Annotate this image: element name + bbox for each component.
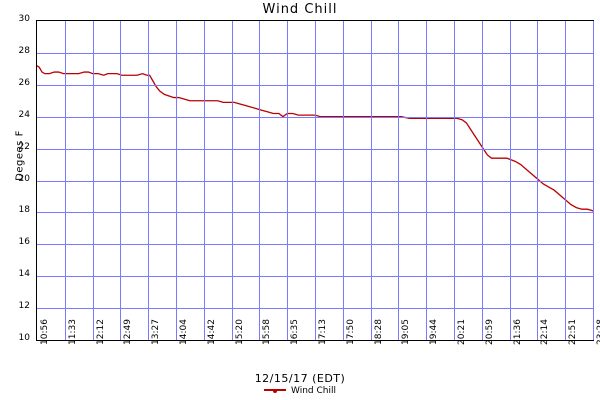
x-tick-label: 18:28: [373, 319, 384, 345]
gridline-v: [92, 21, 94, 340]
x-tick-label: 17:50: [345, 319, 356, 345]
x-tick-label: 10:56: [40, 319, 50, 345]
gridline-v: [287, 21, 289, 340]
gridline-v: [64, 21, 66, 340]
y-axis-label: Degees F: [14, 130, 26, 181]
x-tick-label: 12:12: [95, 319, 106, 345]
plot-area: [36, 20, 594, 341]
gridline-v: [426, 21, 428, 340]
y-tick-label: 28: [18, 45, 30, 56]
x-tick-label: 11:33: [67, 319, 78, 345]
gridline-v: [203, 21, 205, 340]
gridline-v: [231, 21, 233, 340]
x-tick-label: 12:49: [123, 319, 134, 345]
x-tick-label: 23:28: [596, 319, 600, 345]
gridline-v: [148, 21, 150, 340]
x-tick-label: 21:36: [512, 319, 523, 345]
y-tick-label: 30: [18, 14, 30, 24]
x-tick-label: 20:59: [484, 319, 495, 345]
x-tick-label: 15:58: [262, 319, 273, 345]
gridline-v: [593, 21, 594, 340]
gridline-v: [398, 21, 400, 340]
x-tick-label: 20:21: [457, 319, 467, 345]
chart-title: Wind Chill: [262, 2, 338, 17]
y-tick-label: 24: [18, 109, 30, 120]
x-tick-label: 15:20: [234, 319, 245, 345]
y-tick-label: 10: [18, 333, 30, 343]
gridline-v: [537, 21, 539, 340]
y-tick-label: 20: [18, 173, 30, 184]
gridline-v: [176, 21, 177, 340]
x-tick-label: 22:51: [568, 319, 579, 345]
gridline-v: [565, 21, 567, 340]
y-tick-label: 12: [18, 301, 30, 312]
gridline-v: [120, 21, 122, 340]
y-tick-label: 16: [18, 237, 30, 248]
gridline-v: [315, 21, 316, 340]
x-tick-label: 17:13: [318, 319, 328, 345]
x-tick-label: 19:44: [429, 319, 440, 345]
gridline-v: [259, 21, 261, 340]
x-axis-label: 12/15/17 (EDT): [254, 372, 346, 385]
y-tick-label: 22: [18, 141, 30, 152]
x-tick-label: 16:35: [290, 319, 301, 345]
x-tick-label: 22:14: [540, 319, 551, 345]
y-tick-label: 26: [18, 77, 30, 88]
x-axis-ticks: 10:56 11:33 12:12 12:49 13:27 14:04 14:42 15:20…: [36, 319, 600, 375]
legend-label-wind-chill: Wind Chill: [291, 386, 336, 396]
x-tick-label: 13:27: [151, 319, 162, 345]
x-tick-label: 14:04: [179, 319, 189, 345]
gridline-v: [342, 21, 344, 340]
chart-legend: Wind Chill: [0, 386, 600, 396]
x-tick-label: 14:42: [206, 319, 217, 345]
y-tick-label: 14: [18, 269, 30, 280]
gridline-v: [481, 21, 483, 340]
gridline-v: [454, 21, 455, 340]
series-wind-chill: [37, 65, 593, 212]
legend-swatch-wind-chill: [264, 388, 286, 393]
x-tick-label: 19:05: [401, 319, 412, 345]
gridline-v: [370, 21, 372, 340]
gridline-v: [509, 21, 511, 340]
y-tick-label: 18: [18, 205, 30, 216]
